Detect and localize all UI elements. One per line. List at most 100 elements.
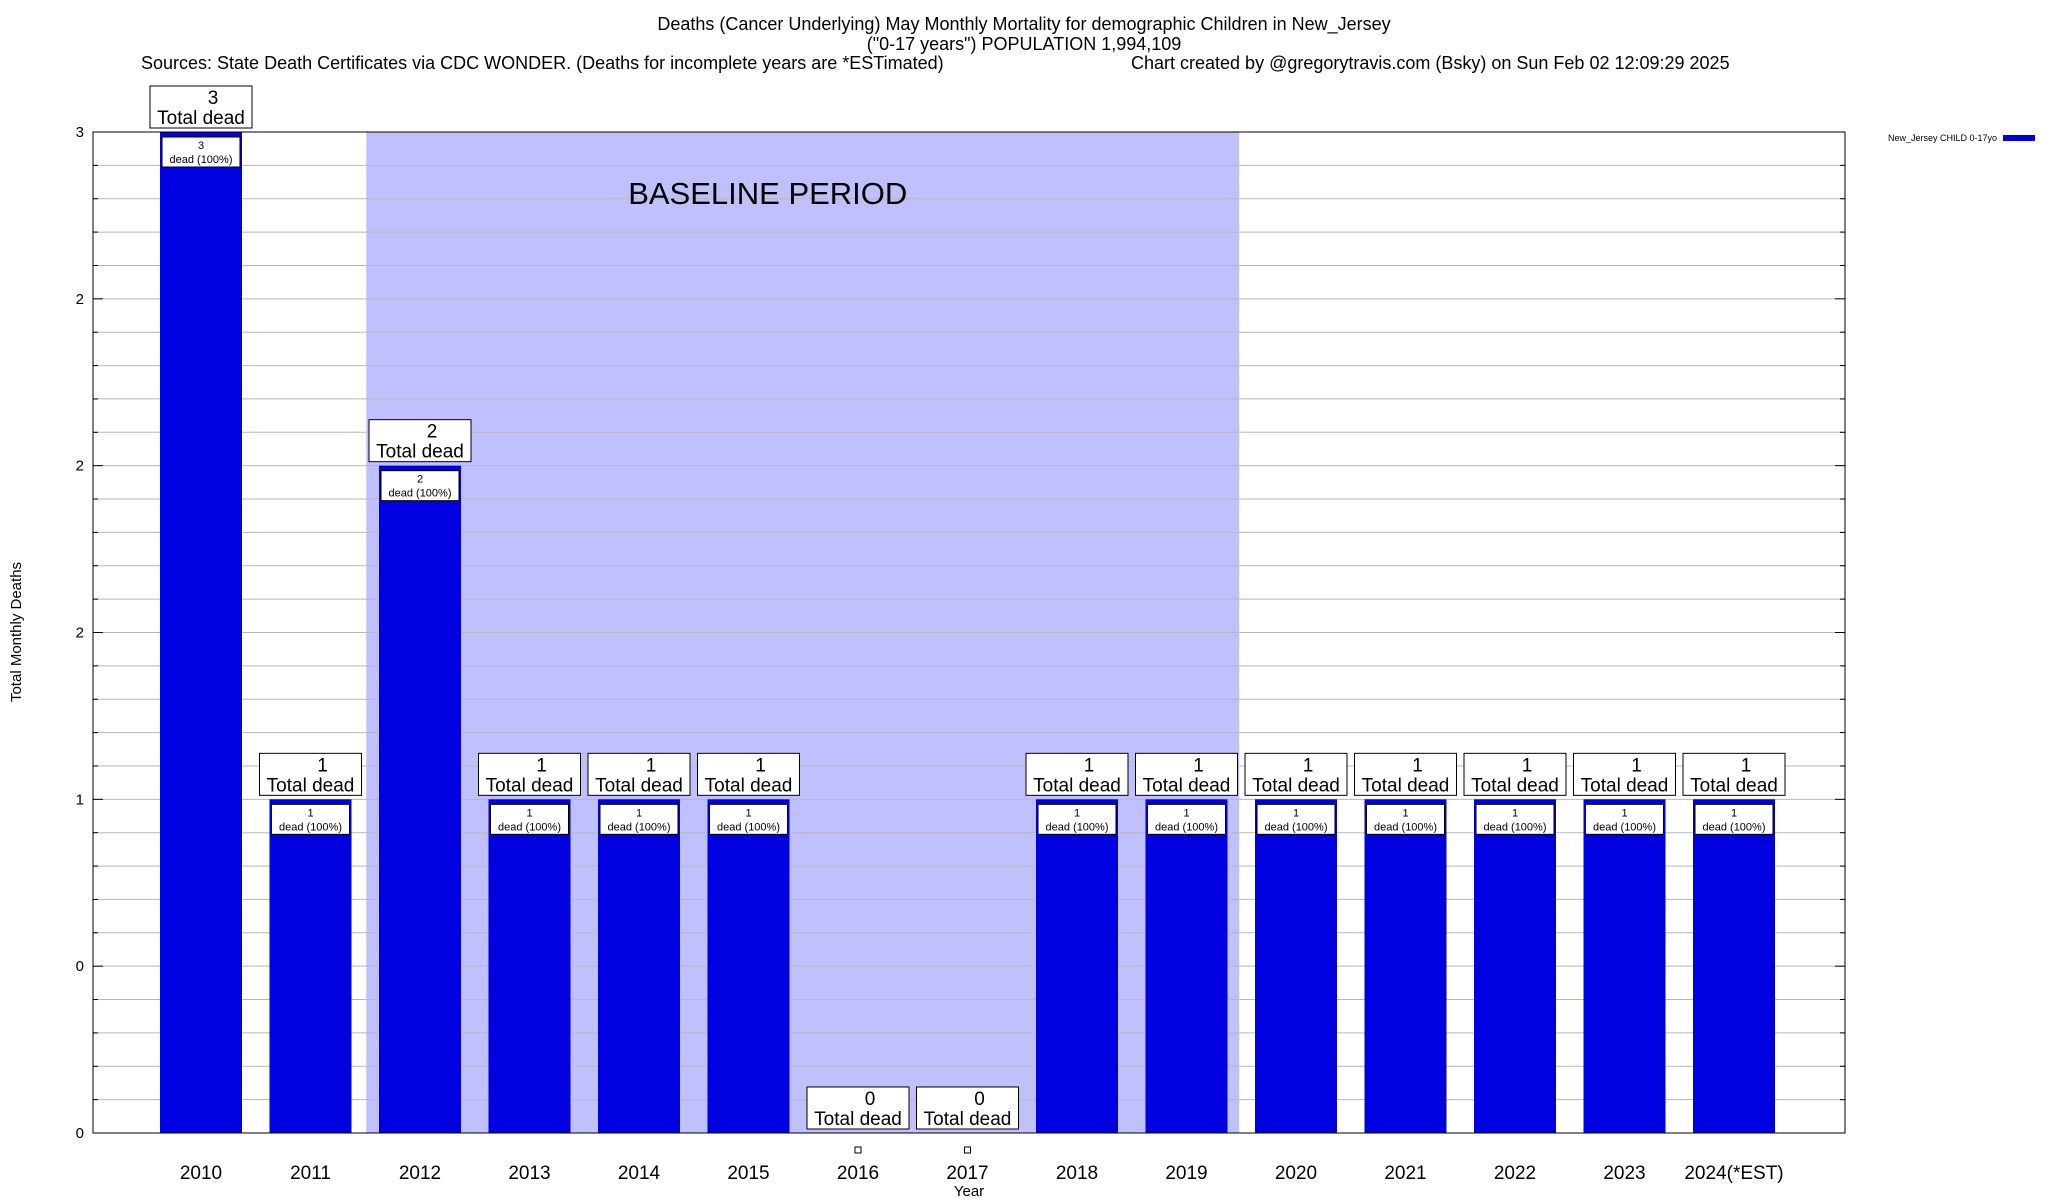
total-value: 1: [317, 755, 328, 776]
total-label-box: [1135, 752, 1238, 796]
bar-inner-value: 1: [526, 807, 532, 819]
bar-inner-label-box: [1147, 803, 1226, 835]
bar: [1583, 799, 1666, 1133]
total-label-box: [1573, 752, 1676, 796]
total-value: 1: [1193, 755, 1204, 776]
bar-inner-label: dead (100%): [1046, 821, 1109, 833]
bar-inner-label-box: [161, 136, 241, 168]
bar-inner-label: dead (100%): [389, 488, 452, 500]
baseline-period-label: BASELINE PERIOD: [628, 176, 907, 211]
bar-inner-value: 1: [1402, 807, 1408, 819]
total-label: Total dead: [1252, 775, 1340, 796]
total-label: Total dead: [1690, 775, 1778, 796]
x-tick-label: 2021: [1384, 1163, 1426, 1184]
y-axis-label: Total Monthly Deaths: [8, 562, 25, 702]
bar-inner-value: 1: [1293, 807, 1299, 819]
bar-inner-value: 1: [307, 807, 313, 819]
bar: [598, 799, 680, 1133]
total-label: Total dead: [1033, 775, 1121, 796]
total-label: Total dead: [924, 1109, 1012, 1130]
chart-title: Deaths (Cancer Underlying) May Monthly M…: [657, 14, 1391, 34]
total-label-box: [1025, 752, 1129, 796]
x-tick-label: 2012: [399, 1163, 441, 1184]
total-label-box: [368, 419, 472, 463]
total-label-box: [1682, 752, 1786, 796]
x-tick-label: 2019: [1165, 1163, 1207, 1184]
x-tick-label: 2022: [1494, 1163, 1536, 1184]
bar: [160, 132, 242, 1133]
total-label-box: [1354, 752, 1457, 796]
chart-subtitle: ("0-17 years") POPULATION 1,994,109: [866, 34, 1182, 54]
bar-inner-label-box: [1037, 803, 1117, 835]
bar: [269, 799, 352, 1133]
bar: [1693, 799, 1775, 1133]
bar-inner-label: dead (100%): [1155, 821, 1218, 833]
bar: [379, 465, 461, 1134]
bar-inner-label: dead (100%): [279, 821, 342, 833]
total-value: 1: [1631, 755, 1642, 776]
bar-inner-label: dead (100%): [717, 821, 780, 833]
bar-inner-label-box: [1256, 803, 1336, 835]
total-label-box: [806, 1086, 910, 1130]
x-tick-label: 2017: [946, 1163, 988, 1184]
bar-inner-label-box: [1366, 803, 1445, 835]
bar-inner-value: 2: [417, 474, 423, 486]
total-label: Total dead: [814, 1109, 902, 1130]
total-label-box: [1244, 752, 1348, 796]
bar-inner-label-box: [709, 803, 788, 835]
total-value: 1: [755, 755, 766, 776]
total-label-box: [697, 752, 800, 796]
total-label: Total dead: [1471, 775, 1559, 796]
y-tick-label: 2: [76, 625, 84, 642]
x-tick-label: 2011: [290, 1163, 331, 1184]
total-label: Total dead: [705, 775, 793, 796]
y-tick-label: 2: [76, 291, 84, 308]
x-tick-label: 2014: [618, 1163, 661, 1184]
x-tick-label: 2018: [1056, 1163, 1098, 1184]
bar-inner-label-box: [1585, 803, 1664, 835]
bar-inner-label: dead (100%): [498, 821, 561, 833]
plot-frame: [92, 131, 1846, 1134]
total-value: 1: [1084, 755, 1095, 776]
total-label: Total dead: [157, 108, 245, 129]
total-label-box: [916, 1086, 1019, 1130]
x-tick-label: 2016: [837, 1163, 879, 1184]
total-label: Total dead: [1362, 775, 1450, 796]
total-label: Total dead: [486, 775, 574, 796]
bar-inner-label: dead (100%): [1703, 821, 1766, 833]
legend: New_Jersey CHILD 0-17yo: [1888, 133, 2035, 143]
bar-inner-value: 1: [1183, 807, 1189, 819]
total-label-box: [478, 752, 581, 796]
x-tick-label: 2023: [1603, 1163, 1645, 1184]
bar-inner-label-box: [490, 803, 569, 835]
bar-inner-label: dead (100%): [608, 821, 671, 833]
total-label: Total dead: [267, 775, 355, 796]
bar-inner-label: dead (100%): [170, 154, 233, 166]
bar: [1255, 799, 1337, 1133]
y-tick-label: 0: [76, 1125, 84, 1142]
bar: [1145, 799, 1228, 1133]
y-tick-label: 0: [76, 958, 84, 975]
total-label-box: [149, 85, 253, 129]
legend-swatch: [2003, 135, 2035, 141]
bar-inner-value: 1: [1731, 807, 1737, 819]
y-tick-label: 3: [76, 124, 84, 141]
bar-inner-value: 1: [636, 807, 642, 819]
total-value: 2: [427, 422, 438, 443]
x-tick-label: 2013: [508, 1163, 550, 1184]
total-label: Total dead: [376, 442, 464, 463]
bar-inner-label-box: [380, 470, 460, 502]
total-value: 0: [974, 1089, 985, 1110]
zero-marker: [964, 1146, 971, 1154]
bar-inner-label: dead (100%): [1265, 821, 1328, 833]
bar: [1036, 799, 1118, 1133]
total-label-box: [587, 752, 691, 796]
zero-marker: [854, 1146, 862, 1154]
bar-inner-value: 3: [198, 140, 204, 152]
chart-sources: Sources: State Death Certificates via CD…: [141, 53, 944, 73]
total-value: 1: [536, 755, 547, 776]
bars: [160, 132, 1775, 1154]
y-tick-label: 2: [76, 458, 84, 475]
